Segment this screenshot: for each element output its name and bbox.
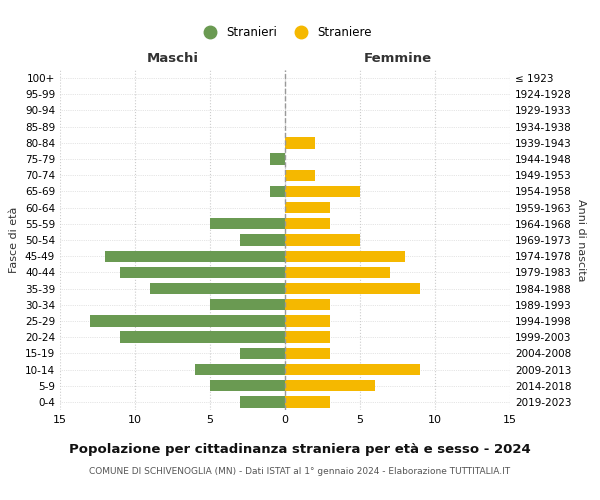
Bar xyxy=(195,364,285,375)
Bar xyxy=(270,186,285,197)
Bar xyxy=(240,396,285,407)
Bar xyxy=(285,348,330,359)
Y-axis label: Anni di nascita: Anni di nascita xyxy=(575,198,586,281)
Bar xyxy=(285,332,330,343)
Legend: Stranieri, Straniere: Stranieri, Straniere xyxy=(193,22,377,44)
Text: Popolazione per cittadinanza straniera per età e sesso - 2024: Popolazione per cittadinanza straniera p… xyxy=(69,442,531,456)
Bar xyxy=(105,250,285,262)
Bar xyxy=(210,218,285,230)
Bar xyxy=(150,283,285,294)
Bar xyxy=(240,348,285,359)
Bar xyxy=(285,170,315,181)
Bar xyxy=(285,137,315,148)
Bar xyxy=(285,396,330,407)
Bar xyxy=(285,250,405,262)
Text: Maschi: Maschi xyxy=(146,52,199,65)
Bar xyxy=(285,218,330,230)
Bar xyxy=(285,283,420,294)
Bar xyxy=(285,202,330,213)
Y-axis label: Fasce di età: Fasce di età xyxy=(10,207,19,273)
Bar xyxy=(285,186,360,197)
Bar xyxy=(90,316,285,326)
Text: COMUNE DI SCHIVENOGLIA (MN) - Dati ISTAT al 1° gennaio 2024 - Elaborazione TUTTI: COMUNE DI SCHIVENOGLIA (MN) - Dati ISTAT… xyxy=(89,468,511,476)
Bar xyxy=(285,364,420,375)
Bar xyxy=(285,299,330,310)
Bar xyxy=(285,380,375,392)
Bar xyxy=(120,332,285,343)
Bar xyxy=(240,234,285,246)
Bar xyxy=(120,266,285,278)
Text: Femmine: Femmine xyxy=(364,52,431,65)
Bar xyxy=(210,299,285,310)
Bar xyxy=(270,154,285,164)
Bar xyxy=(285,234,360,246)
Bar xyxy=(210,380,285,392)
Bar xyxy=(285,316,330,326)
Bar xyxy=(285,266,390,278)
